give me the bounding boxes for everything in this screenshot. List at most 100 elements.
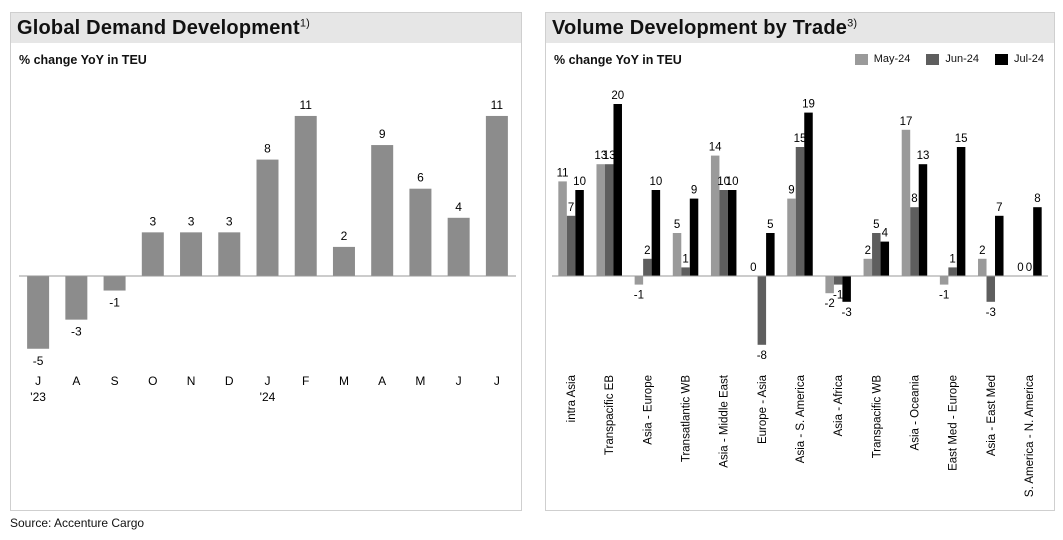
tick-label: D — [225, 374, 234, 388]
bar — [596, 164, 605, 276]
data-label: 4 — [455, 200, 462, 214]
data-label: -8 — [757, 350, 767, 362]
tick-label: Asia - East Med — [986, 375, 998, 456]
tick-label: Asia - Europe — [642, 375, 654, 445]
source-note: Source: Accenture Cargo — [10, 516, 145, 530]
data-label: 4 — [882, 228, 889, 240]
tick-label: N — [187, 374, 196, 388]
bar — [787, 198, 796, 276]
tick-label: J — [35, 374, 41, 388]
bar — [842, 276, 851, 302]
bar — [880, 241, 890, 276]
data-label: 13 — [594, 150, 607, 162]
tick-label: O — [148, 374, 157, 388]
data-label: 3 — [226, 214, 233, 228]
data-label: 5 — [674, 219, 680, 231]
tick-label: Asia - S. America — [795, 374, 807, 463]
data-label: 1 — [949, 253, 955, 265]
bar — [371, 145, 394, 276]
bar — [804, 112, 813, 276]
bar — [332, 246, 355, 276]
data-label: 11 — [299, 98, 312, 112]
data-label: 3 — [149, 214, 156, 228]
data-label: 9 — [788, 185, 794, 197]
tick-label: Transpacific WB — [871, 375, 883, 459]
data-label: 6 — [417, 171, 424, 185]
data-label: 10 — [573, 176, 586, 188]
tick-label: A — [72, 374, 80, 388]
global-demand-subtitle: % change YoY in TEU — [19, 53, 147, 67]
trade-volume-subtitle: % change YoY in TEU — [554, 53, 682, 67]
legend-item: Jun-24 — [926, 53, 979, 65]
data-label: 0 — [1017, 262, 1023, 274]
data-label: 19 — [802, 99, 815, 111]
bar — [795, 147, 805, 276]
bar — [948, 267, 957, 276]
global-demand-chart: -5 J -3 A -1 S 3 O 3 N 3 D 8 J 11 F 2 M 9 A 6 M 4 J 11 J '23 '24 — [19, 98, 516, 404]
bar — [689, 198, 699, 276]
data-label: 8 — [1034, 193, 1040, 205]
data-label: 0 — [750, 262, 756, 274]
data-label: 7 — [996, 202, 1002, 214]
bar — [672, 233, 682, 276]
bar — [180, 232, 203, 276]
tick-label: Transpacific EB — [604, 375, 616, 455]
data-label: 17 — [900, 116, 913, 128]
data-label: 7 — [568, 202, 574, 214]
data-label: 15 — [955, 133, 968, 145]
tick-label: Europe - Asia — [757, 374, 769, 444]
data-label: 13 — [917, 150, 930, 162]
bar — [447, 217, 470, 276]
data-label: 2 — [341, 229, 348, 243]
bar — [825, 276, 834, 294]
data-label: 10 — [717, 176, 730, 188]
bar — [141, 232, 164, 276]
data-label: 15 — [794, 133, 807, 145]
tick-label: J — [494, 374, 500, 388]
data-label: -1 — [939, 290, 949, 302]
bar — [575, 190, 584, 276]
bar — [634, 276, 644, 285]
tick-label: Asia - Oceania — [909, 374, 921, 450]
bar — [256, 159, 279, 276]
bar — [103, 276, 126, 291]
data-label: 10 — [649, 176, 662, 188]
tick-label: East Med - Europe — [948, 375, 960, 471]
legend-label: Jun-24 — [945, 53, 980, 65]
bar — [566, 215, 576, 276]
bar — [65, 276, 88, 320]
legend-label: Jul-24 — [1014, 53, 1044, 65]
bar — [643, 258, 652, 276]
legend-swatch — [926, 53, 940, 65]
tick-label: Transatlantic WB — [681, 375, 693, 462]
global-demand-title: Global Demand Development1) — [17, 16, 311, 39]
data-label: -3 — [842, 307, 852, 319]
legend-item: Jul-24 — [995, 53, 1044, 65]
data-label: 9 — [691, 185, 697, 197]
bar — [218, 232, 241, 276]
data-label: 13 — [603, 150, 616, 162]
bar — [766, 233, 775, 276]
data-label: 11 — [491, 98, 504, 112]
tick-label: Asia - Africa — [833, 374, 845, 436]
tick-label: intra Asia — [566, 374, 578, 422]
data-label: 5 — [873, 219, 879, 231]
trade-volume-title: Volume Development by Trade3) — [552, 16, 858, 39]
bar — [757, 276, 767, 345]
data-label: 14 — [709, 142, 722, 154]
data-label: 2 — [644, 245, 650, 257]
data-label: 8 — [911, 193, 917, 205]
global-demand-header: Global Demand Development1) — [11, 13, 521, 43]
data-label: -3 — [71, 325, 82, 339]
data-label: 0 — [1026, 262, 1032, 274]
data-label: 3 — [188, 214, 195, 228]
bar — [1033, 207, 1042, 276]
bar — [294, 115, 317, 276]
tick-label: J — [265, 374, 271, 388]
trade-volume-header: Volume Development by Trade3) — [546, 13, 1054, 43]
bar — [939, 276, 949, 285]
bar — [27, 276, 50, 349]
legend-swatch — [854, 53, 868, 65]
bar — [409, 188, 432, 276]
